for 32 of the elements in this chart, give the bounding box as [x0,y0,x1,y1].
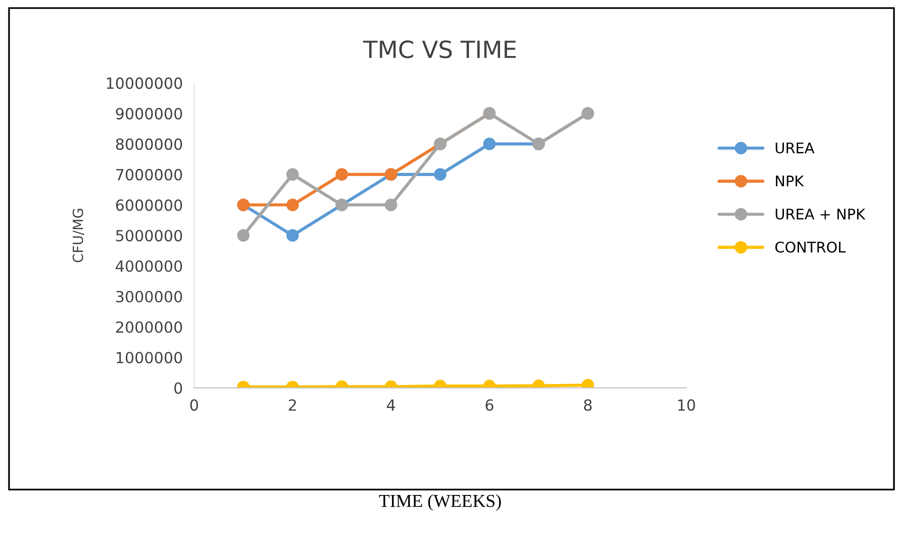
point [483,138,496,150]
x-tick-label: 8 [584,399,592,411]
x-tick-label: 2 [288,399,296,411]
point [434,168,446,181]
y-tick-label: 0 [174,382,182,394]
y-tick-label: 9000000 [116,108,182,120]
x-tick-label: 6 [486,399,494,411]
x-tick-label: 0 [190,399,198,411]
chart-title: TMC VS TIME [363,40,516,58]
point [286,168,299,181]
point [336,168,348,181]
y-tick-label: 2000000 [116,321,182,333]
legend-label: NPK [776,176,804,186]
y-tick-label: 7000000 [116,168,182,180]
y-tick-label: 8000000 [116,138,182,150]
legend-label: CONTROL [775,242,846,253]
x-tick-label: 10 [678,399,695,411]
point [286,198,299,212]
y-tick-label: 10000000 [106,77,182,89]
y-tick-label: 4000000 [116,260,182,272]
point [384,198,398,212]
y-tick-label: 6000000 [116,199,182,211]
y-axis-title: CFU/MG [72,208,84,262]
point [286,229,299,242]
legend-label: UREA [776,142,814,154]
y-tick-label: 5000000 [116,230,182,242]
y-tick-label: 3000000 [116,290,182,302]
point [237,229,250,242]
legend-label: UREA + NPK [776,208,866,220]
y-tick-label: 1000000 [116,352,182,364]
x-tick-label: 4 [386,399,395,411]
x-axis-title: TIME (WEEKS) [379,494,501,511]
